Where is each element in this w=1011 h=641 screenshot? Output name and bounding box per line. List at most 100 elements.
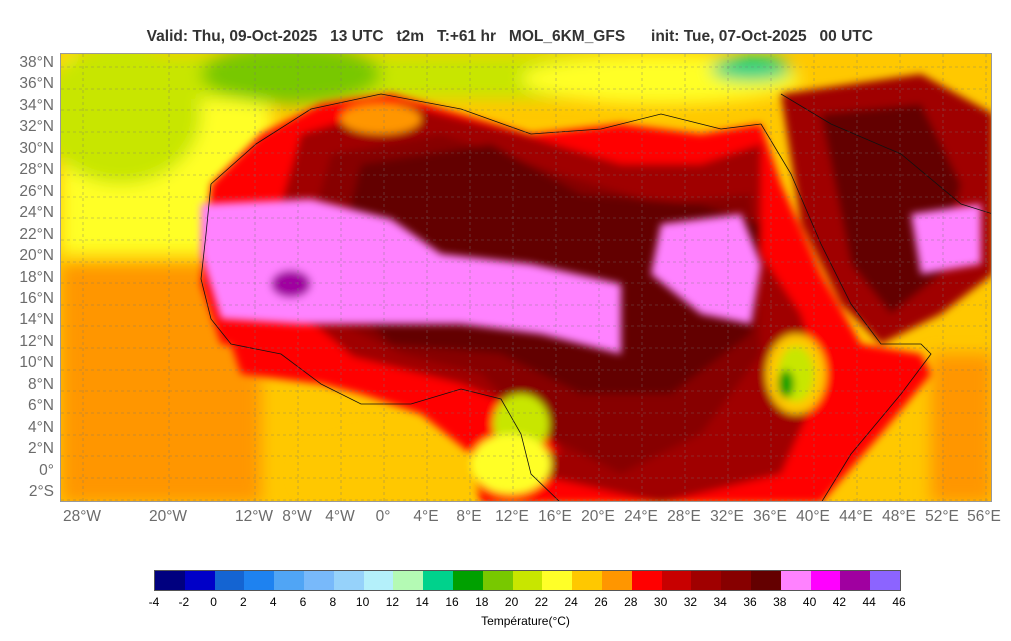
- lon-label: 0°: [375, 508, 391, 525]
- colorbar-swatch: [244, 571, 275, 590]
- lon-label: 4°E: [413, 508, 439, 525]
- colorbar-tick-label: 42: [832, 595, 847, 609]
- lat-label: 2°S: [28, 483, 54, 500]
- lon-label: 48°E: [882, 508, 916, 525]
- colorbar-swatch: [810, 571, 841, 590]
- lon-label: 28°E: [667, 508, 701, 525]
- valid-time: Valid: Thu, 09-Oct-2025 13 UTC: [146, 28, 384, 45]
- temperature-map[interactable]: [60, 53, 992, 502]
- lat-label: 18°N: [19, 268, 54, 286]
- colorbar-swatch: [333, 571, 364, 590]
- colorbar-tick-label: 36: [743, 595, 757, 609]
- lat-label: 14°N: [19, 311, 54, 329]
- colorbar-tick-label: 8: [329, 595, 337, 609]
- colorbar-tick-label: 6: [299, 595, 307, 609]
- colorbar-swatch: [274, 571, 304, 590]
- colorbar-swatch: [423, 571, 453, 590]
- lon-label: 12°E: [495, 508, 529, 525]
- colorbar-swatch: [184, 571, 215, 590]
- lon-label: 52°E: [925, 508, 959, 525]
- lon-label: 36°E: [753, 508, 787, 525]
- colorbar-swatch: [631, 571, 662, 590]
- lon-label: 32°E: [710, 508, 744, 525]
- forecast-hour: T:+61 hr: [436, 28, 496, 45]
- colorbar-swatch: [482, 571, 513, 590]
- lat-label: 22°N: [19, 225, 54, 243]
- lat-label: 36°N: [19, 75, 54, 93]
- colorbar-swatch: [601, 571, 632, 590]
- colorbar-tick-label: -2: [178, 595, 190, 609]
- lon-label: 28°W: [62, 508, 102, 525]
- lon-label: 40°E: [796, 508, 830, 525]
- lat-label: 20°N: [19, 247, 54, 265]
- colorbar-swatch: [452, 571, 483, 590]
- colorbar: [154, 570, 901, 591]
- colorbar-tick-label: 2: [240, 595, 247, 609]
- lat-label: 24°N: [19, 204, 54, 222]
- lon-label: 8°E: [456, 508, 482, 525]
- colorbar-tick-label: 0: [210, 595, 217, 609]
- colorbar-tick-label: 14: [415, 595, 429, 609]
- temperature-field: [61, 54, 991, 501]
- colorbar-swatch: [542, 571, 573, 590]
- lat-label: 28°N: [19, 161, 54, 179]
- colorbar-swatch: [840, 571, 871, 590]
- colorbar-swatch: [870, 571, 900, 590]
- lat-label: 8°N: [27, 375, 54, 393]
- lat-label: 4°N: [27, 418, 54, 436]
- lon-label: 4°W: [325, 508, 355, 525]
- lat-label: 34°N: [19, 96, 54, 114]
- lat-label: 12°N: [19, 332, 54, 350]
- colorbar-tick-label: 4: [269, 595, 277, 609]
- colorbar-swatch: [721, 571, 751, 590]
- colorbar-tick-label: 46: [892, 595, 906, 609]
- lat-label: 38°N: [19, 54, 54, 71]
- colorbar-swatch: [661, 571, 692, 590]
- parameter: t2m: [396, 28, 425, 45]
- lat-label: 32°N: [19, 118, 54, 136]
- colorbar-swatch: [393, 571, 424, 590]
- extreme-heat: [201, 199, 981, 354]
- colorbar-tick-label: 24: [564, 595, 578, 609]
- lon-label: 20°W: [148, 508, 188, 525]
- init-time: init: Tue, 07-Oct-2025 00 UTC: [651, 28, 873, 45]
- colorbar-swatch: [572, 571, 602, 590]
- colorbar-tick-label: 38: [773, 595, 787, 609]
- lon-label: 56°E: [967, 508, 1001, 525]
- map-title: Valid: Thu, 09-Oct-2025 13 UTC t2m T:+61…: [0, 10, 1011, 46]
- lat-label: 2°N: [27, 440, 54, 458]
- colorbar-tick-label: 28: [624, 595, 638, 609]
- lat-label: 0°: [39, 461, 54, 479]
- colorbar-tick-label: 26: [594, 595, 608, 609]
- colorbar-tick-label: 40: [802, 595, 817, 609]
- model-name: MOL_6KM_GFS: [508, 28, 626, 45]
- lon-label: 24°E: [624, 508, 658, 525]
- lat-label: 6°N: [27, 397, 54, 415]
- lon-label: 8°W: [282, 508, 312, 525]
- lon-label: 16°E: [538, 508, 572, 525]
- colorbar-tick-label: 20: [504, 595, 519, 609]
- colorbar-tick-label: 16: [445, 595, 459, 609]
- colorbar-swatch: [691, 571, 722, 590]
- colorbar-swatch: [780, 571, 811, 590]
- lat-label: 26°N: [19, 182, 54, 200]
- colorbar-tick-label: 22: [534, 595, 549, 609]
- graticule: [61, 54, 991, 501]
- colorbar-tick-label: -4: [148, 595, 160, 609]
- lon-label: 20°E: [581, 508, 615, 525]
- coastlines: [200, 93, 991, 501]
- colorbar-tick-label: 10: [355, 595, 370, 609]
- colorbar-swatch: [214, 571, 245, 590]
- lon-label: 12°W: [234, 508, 274, 525]
- colorbar-swatch: [363, 571, 394, 590]
- colorbar-tick-label: 18: [475, 595, 489, 609]
- colorbar-tick-label: 12: [385, 595, 400, 609]
- colorbar-title: Température(°C): [481, 614, 570, 628]
- lat-label: 30°N: [19, 139, 54, 157]
- colorbar-tick-label: 44: [862, 595, 876, 609]
- colorbar-tick-label: 30: [653, 595, 668, 609]
- lon-label: 44°E: [839, 508, 873, 525]
- lat-label: 16°N: [19, 289, 54, 307]
- lat-label: 10°N: [19, 354, 54, 372]
- colorbar-swatch: [303, 571, 334, 590]
